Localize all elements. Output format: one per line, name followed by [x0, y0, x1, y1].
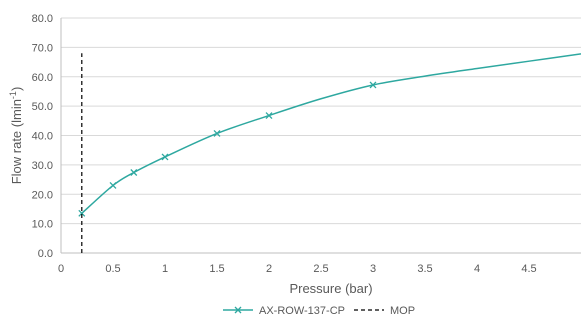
y-tick-label: 60.0: [32, 72, 53, 84]
series-group: [78, 53, 581, 253]
x-tick-label: 2: [266, 263, 272, 275]
x-tick-label: 1: [162, 263, 168, 275]
x-tick-label: 0: [58, 263, 64, 275]
x-tick-label: 0.5: [105, 263, 120, 275]
x-axis-ticks: 0 0.5 1 1.5 2 2.5 3 3.5 4 4.5: [58, 263, 537, 275]
y-axis-ticks: 0.0 10.0 20.0 30.0 40.0 50.0 60.0 70.0 80.0: [32, 13, 53, 260]
x-tick-label: 1.5: [209, 263, 224, 275]
y-tick-label: 20.0: [32, 189, 53, 201]
y-axis-title: Flow rate (lmin-1): [8, 87, 24, 185]
data-point: [78, 209, 86, 217]
x-tick-label: 2.5: [313, 263, 328, 275]
y-tick-label: 40.0: [32, 131, 53, 143]
data-point: [161, 153, 169, 161]
y-tick-label: 50.0: [32, 101, 53, 113]
legend-label: AX-ROW-137-CP: [259, 305, 345, 317]
legend-label: MOP: [390, 305, 415, 317]
data-point: [109, 181, 117, 189]
legend-marker: [234, 306, 242, 314]
x-tick-label: 4: [474, 263, 480, 275]
x-tick-label: 3.5: [417, 263, 432, 275]
x-tick-label: 3: [370, 263, 376, 275]
y-tick-label: 30.0: [32, 160, 53, 172]
x-tick-label: 4.5: [521, 263, 536, 275]
legend: AX-ROW-137-CP MOP: [223, 305, 415, 317]
grid-lines: [61, 17, 581, 225]
data-point: [369, 81, 377, 89]
data-point: [213, 129, 221, 137]
y-tick-label: 70.0: [32, 42, 53, 54]
x-axis-title: Pressure (bar): [289, 281, 372, 296]
y-tick-label: 80.0: [32, 13, 53, 25]
series-line: [81, 53, 581, 214]
y-tick-label: 10.0: [32, 219, 53, 231]
y-tick-label: 0.0: [38, 248, 53, 260]
data-point: [130, 169, 138, 176]
data-point: [265, 112, 273, 119]
